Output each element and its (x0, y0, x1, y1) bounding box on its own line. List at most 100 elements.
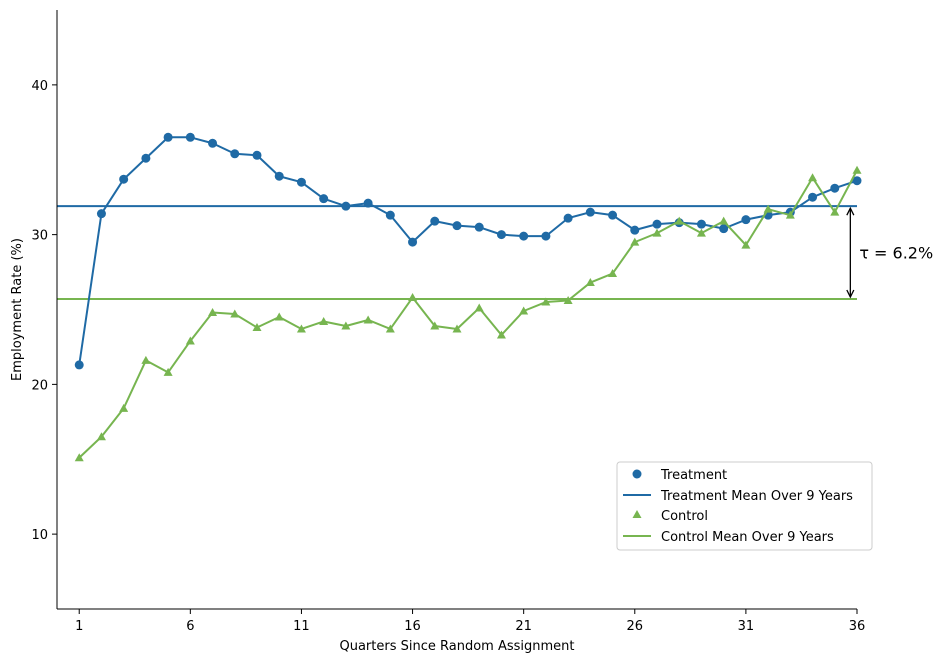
control-point (563, 296, 573, 305)
annotation-arrowhead-bottom (846, 289, 855, 299)
control-point (630, 237, 640, 246)
x-tick-label: 6 (186, 619, 194, 634)
treatment-point (541, 231, 551, 241)
control-point (185, 336, 195, 345)
y-tick-label: 30 (31, 229, 48, 244)
treatment-point (474, 222, 484, 232)
treatment-point (274, 171, 284, 181)
treatment-point (296, 177, 306, 187)
control-point (341, 321, 351, 330)
treatment-point (385, 210, 395, 220)
treatment-point (319, 194, 329, 204)
control-point (719, 216, 729, 225)
control-point (808, 173, 818, 182)
treatment-point (363, 198, 373, 208)
treatment-point (496, 230, 506, 240)
treatment-point (519, 231, 529, 241)
control-point (474, 303, 484, 312)
control-point (585, 278, 595, 287)
treatment-point (341, 201, 351, 211)
y-tick-label: 40 (31, 79, 48, 94)
treatment-point (830, 183, 840, 193)
legend-control-mean-label: Control Mean Over 9 Years (661, 530, 834, 545)
treatment-point (430, 216, 440, 226)
x-axis-label: Quarters Since Random Assignment (339, 639, 574, 654)
treatment-point (408, 237, 418, 247)
x-tick-label: 26 (627, 619, 644, 634)
treatment-point (185, 132, 195, 142)
control-point (74, 453, 84, 462)
control-point (252, 322, 262, 331)
control-point (852, 165, 862, 174)
x-tick-label: 36 (849, 619, 866, 634)
control-point (519, 306, 529, 315)
y-tick-label: 20 (31, 378, 48, 393)
treatment-point (608, 210, 618, 220)
control-point (452, 324, 462, 333)
x-tick-label: 16 (404, 619, 421, 634)
y-tick-label: 10 (31, 528, 48, 543)
control-point (385, 324, 395, 333)
x-tick-label: 1 (75, 619, 83, 634)
treatment-point (141, 153, 151, 163)
x-tick-label: 21 (515, 619, 532, 634)
y-axis-label: Employment Rate (%) (10, 238, 25, 381)
control-point (696, 228, 706, 237)
control-point (608, 269, 618, 278)
annotation-arrowhead-top (846, 206, 855, 216)
legend-control-marker (632, 510, 642, 518)
control-point (96, 432, 106, 441)
control-point (652, 228, 662, 237)
control-point (496, 330, 506, 339)
treatment-point (808, 192, 818, 202)
control-point (741, 240, 751, 249)
plot-area (57, 132, 862, 462)
treatment-point (452, 221, 462, 231)
legend-treatment-label: Treatment (660, 468, 727, 483)
control-point (785, 210, 795, 219)
treatment-point (208, 138, 218, 148)
legend-control-label: Control (661, 509, 708, 524)
treatment-point (563, 213, 573, 223)
control-point (274, 312, 284, 321)
treatment-point (230, 149, 240, 159)
control-point (119, 403, 129, 412)
control-point (408, 293, 418, 302)
control-point (763, 204, 773, 213)
control-point (163, 367, 173, 376)
legend-treatment-mean-label: Treatment Mean Over 9 Years (660, 489, 853, 504)
treatment-point (741, 215, 751, 225)
legend-treatment-marker (632, 469, 642, 479)
control-point (296, 324, 306, 333)
treatment-point (163, 132, 173, 142)
treatment-point (252, 150, 262, 160)
legend: Treatment Treatment Mean Over 9 Years Co… (616, 461, 873, 551)
control-point (230, 309, 240, 318)
treatment-point (852, 176, 862, 186)
control-point (674, 216, 684, 225)
treatment-point (119, 174, 129, 184)
control-point (208, 307, 218, 316)
treatment-point (719, 224, 729, 234)
x-tick-label: 11 (293, 619, 310, 634)
control-point (363, 315, 373, 324)
control-point (541, 297, 551, 306)
treatment-point (630, 225, 640, 235)
treatment-point (696, 219, 706, 229)
x-ticks: 1 6 11 16 21 26 31 36 (75, 609, 865, 634)
control-series-line (78, 169, 858, 459)
treatment-series-line (78, 136, 858, 366)
treatment-point (652, 219, 662, 229)
x-tick-label: 31 (738, 619, 755, 634)
control-point (141, 355, 151, 364)
treatment-point (74, 360, 84, 370)
treatment-point (96, 209, 106, 219)
control-point (430, 321, 440, 330)
control-point (830, 207, 840, 216)
annotation-text: τ = 6.2% (859, 244, 933, 263)
treatment-point (585, 207, 595, 217)
control-point (319, 316, 329, 325)
tau-annotation: τ = 6.2% (846, 206, 933, 299)
